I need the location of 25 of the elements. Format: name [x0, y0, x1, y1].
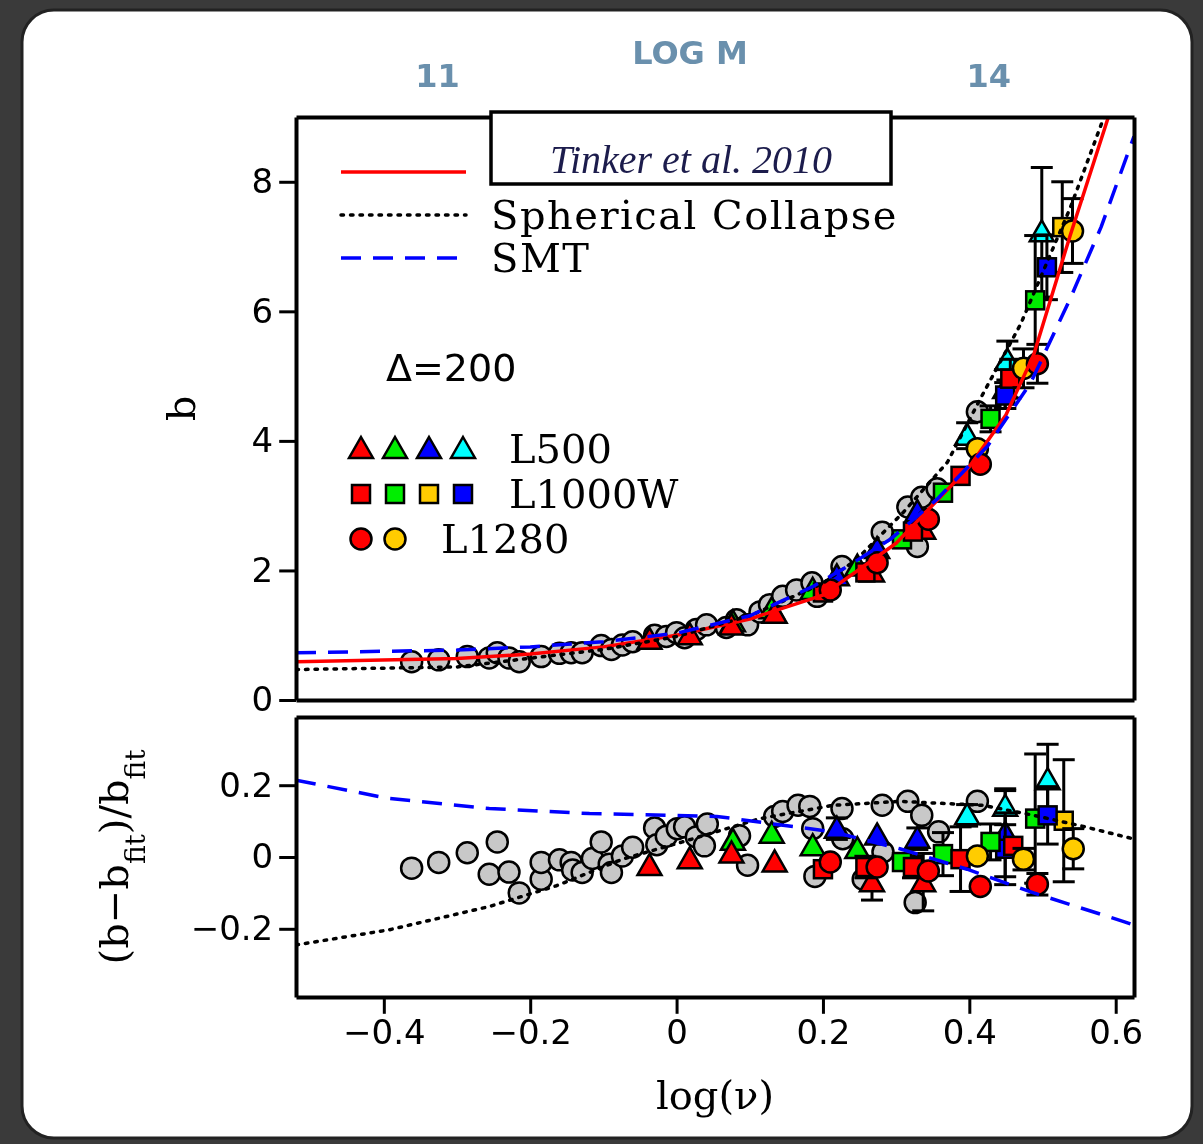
x-tick-label: −0.4: [343, 1011, 426, 1052]
annotation: Δ=200: [386, 346, 517, 390]
legend-label: L1280: [441, 516, 570, 562]
y-tick-label: 0.2: [219, 764, 274, 805]
y-tick-label: 0: [251, 679, 274, 720]
legend-label: Spherical Collapse: [491, 192, 899, 238]
y-tick-label: 8: [251, 161, 274, 202]
x2-tick-label: 11: [415, 57, 460, 95]
legend-label: Tinker et al. 2010: [549, 137, 833, 182]
x2-axis-title: LOG M: [632, 34, 748, 72]
y-tick-label: −0.2: [190, 908, 274, 949]
y-axis-title: b: [158, 395, 204, 422]
x-axis-title: log(ν): [655, 1072, 775, 1118]
x-tick-label: 0.6: [1089, 1011, 1144, 1052]
x-tick-label: 0: [666, 1011, 688, 1052]
x-tick-label: 0.4: [942, 1011, 997, 1052]
legend-label: L1000W: [509, 471, 679, 517]
y-tick-label: 6: [251, 290, 274, 331]
x-tick-label: −0.2: [489, 1011, 572, 1052]
y-tick-label: 2: [251, 549, 274, 590]
y-tick-label: 4: [251, 420, 274, 461]
x2-tick-label: 14: [966, 57, 1012, 95]
legend-label: L500: [509, 426, 612, 472]
x-tick-label: 0.2: [796, 1011, 851, 1052]
y-tick-label: 0: [251, 836, 274, 877]
